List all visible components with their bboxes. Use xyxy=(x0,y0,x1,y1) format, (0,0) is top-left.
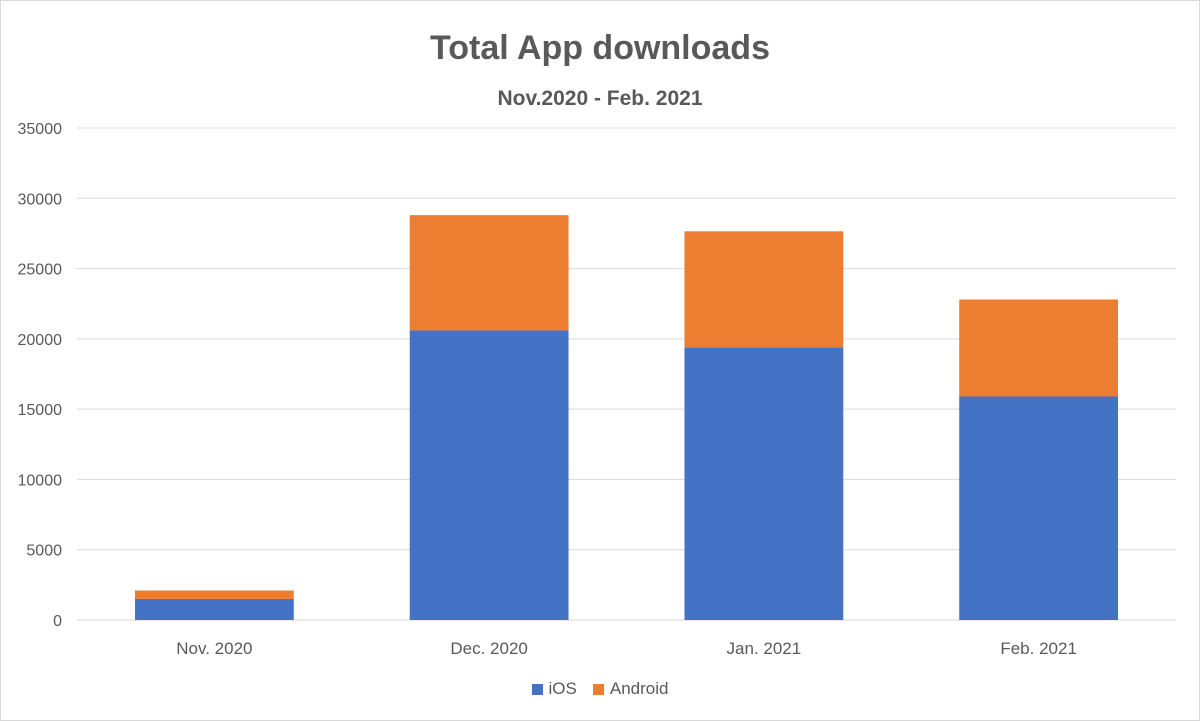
y-tick-label: 20000 xyxy=(18,332,63,349)
plot-area: 0 5000 10000 15000 20000 25000 30000 35000 Nov. … xyxy=(18,121,1176,658)
bar-android-1 xyxy=(409,215,569,331)
y-tick-label: 30000 xyxy=(18,191,63,208)
y-tick-label: 25000 xyxy=(18,262,63,279)
y-tick-label: 10000 xyxy=(18,472,63,489)
y-tick-label: 5000 xyxy=(26,543,62,560)
legend-swatch xyxy=(592,683,604,695)
legend-label: iOS xyxy=(548,679,577,698)
bar-ios-0 xyxy=(134,598,294,620)
x-tick-label: Nov. 2020 xyxy=(176,639,252,658)
bar-ios-1 xyxy=(409,330,569,620)
bar-android-2 xyxy=(684,231,844,348)
legend-swatch xyxy=(531,683,543,695)
legend-label: Android xyxy=(609,679,669,698)
legend-item-android: Android xyxy=(592,679,669,699)
legend: iOS Android xyxy=(1,679,1199,699)
x-tick-label: Dec. 2020 xyxy=(450,639,528,658)
chart-subtitle: Nov.2020 - Feb. 2021 xyxy=(497,87,703,110)
y-tick-label: 0 xyxy=(53,613,62,630)
bar-ios-2 xyxy=(684,347,844,620)
y-tick-label: 35000 xyxy=(18,121,63,138)
chart-title: Total App downloads xyxy=(430,29,770,67)
bar-android-0 xyxy=(134,590,294,599)
x-tick-label: Jan. 2021 xyxy=(727,639,802,658)
x-tick-label: Feb. 2021 xyxy=(1000,639,1077,658)
bar-android-3 xyxy=(959,299,1119,397)
bar-ios-3 xyxy=(959,396,1119,620)
y-tick-label: 15000 xyxy=(18,402,63,419)
legend-item-ios: iOS xyxy=(531,679,577,699)
